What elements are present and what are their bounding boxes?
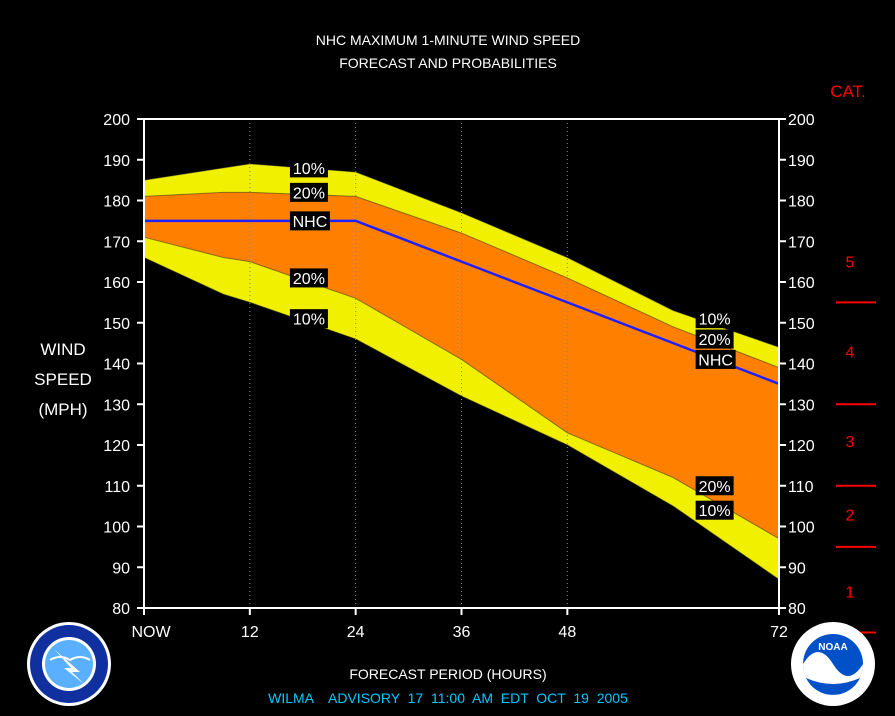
y-tick-label-left: 150: [103, 316, 130, 333]
y-axis-label-line: SPEED: [34, 370, 92, 389]
noaa-logo-text: NOAA: [818, 642, 847, 653]
y-axis-label-line: (MPH): [38, 400, 87, 419]
series-label: 10%: [293, 312, 325, 329]
chart-title-line1: NHC MAXIMUM 1-MINUTE WIND SPEED: [316, 32, 580, 48]
series-label: 20%: [699, 479, 731, 496]
category-title: CAT.: [830, 82, 866, 101]
series-label-box: [695, 329, 734, 349]
vertical-gridlines: [249, 119, 568, 608]
x-tick-label: 48: [558, 624, 576, 641]
y-axis-label-line: WIND: [40, 340, 85, 359]
nws-logo: [27, 622, 111, 706]
y-axis-label: WIND SPEED (MPH): [34, 340, 92, 419]
series-lines: [143, 163, 780, 580]
series-label-box: [289, 309, 328, 329]
category-label: 5: [846, 255, 855, 272]
noaa-logo: NOAA: [791, 622, 875, 706]
advisory-info: WILMA ADVISORY 17 11:00 AM EDT OCT 19 20…: [268, 690, 628, 706]
y-tick-label-right: 200: [788, 112, 815, 129]
x-axis-label: FORECAST PERIOD (HOURS): [349, 666, 546, 682]
axis-ticks: 80 80 90 90 100 100 110 110 120 120 130 130 140 140 15…: [103, 112, 815, 641]
y-tick-label-right: 80: [788, 601, 806, 618]
nhc-forecast-line: [144, 219, 780, 386]
y-tick-label-left: 140: [103, 357, 130, 374]
y-tick-label-right: 90: [788, 560, 806, 577]
series-label: NHC: [293, 214, 328, 231]
category-label: 2: [846, 507, 855, 524]
series-label-box: [695, 349, 736, 369]
category-label: 3: [846, 434, 855, 451]
category-label: 1: [846, 585, 855, 602]
series-label: 10%: [699, 312, 731, 329]
x-tick-label: 72: [770, 624, 788, 641]
y-tick-label-right: 120: [788, 438, 815, 455]
series-label: 20%: [699, 332, 731, 349]
y-tick-label-left: 130: [103, 397, 130, 414]
series-label: 10%: [293, 161, 325, 178]
series-label-box: [695, 500, 734, 520]
chart-title-line2: FORECAST AND PROBABILITIES: [339, 55, 557, 71]
category-label: 4: [846, 344, 855, 361]
series-label: NHC: [698, 352, 733, 369]
series-label-box: [695, 476, 734, 496]
saffir-simpson-categories: 5 4 3 2 1: [836, 255, 876, 634]
x-tick-label: 12: [241, 624, 259, 641]
series-label-box: [289, 158, 328, 178]
y-tick-label-right: 130: [788, 397, 815, 414]
series-boundary-line: [143, 163, 780, 348]
x-tick-label: NOW: [131, 624, 171, 641]
y-tick-label-left: 120: [103, 438, 130, 455]
series-label: 10%: [699, 503, 731, 520]
series-boundary-line: [143, 191, 780, 369]
y-tick-label-right: 170: [788, 234, 815, 251]
series-label: 20%: [293, 271, 325, 288]
series-label: 20%: [293, 185, 325, 202]
y-tick-label-right: 160: [788, 275, 815, 292]
y-tick-label-left: 90: [112, 560, 130, 577]
y-tick-label-right: 150: [788, 316, 815, 333]
x-tick-label: 24: [347, 624, 365, 641]
y-tick-label-right: 140: [788, 357, 815, 374]
y-tick-label-right: 180: [788, 194, 815, 211]
series-label-box: [289, 268, 328, 288]
y-tick-label-left: 160: [103, 275, 130, 292]
y-tick-label-left: 100: [103, 520, 130, 537]
y-tick-label-left: 80: [112, 601, 130, 618]
series-boundary-line: [143, 257, 780, 580]
y-tick-label-left: 170: [103, 234, 130, 251]
y-tick-label-left: 190: [103, 153, 130, 170]
series-label-box: [695, 309, 734, 329]
y-tick-label-right: 190: [788, 153, 815, 170]
y-tick-label-left: 110: [104, 479, 130, 496]
series-labels: 10% 20% NHC 20% 10% 10% 20% NHC 20% 10%: [289, 158, 736, 520]
y-tick-label-left: 180: [103, 194, 130, 211]
y-tick-label-right: 100: [788, 520, 815, 537]
x-tick-label: 36: [453, 624, 471, 641]
series-label-box: [289, 182, 328, 202]
series-label-box: [289, 211, 330, 231]
series-boundary-line: [143, 236, 780, 540]
y-tick-label-left: 200: [103, 112, 130, 129]
y-tick-label-right: 110: [788, 479, 814, 496]
